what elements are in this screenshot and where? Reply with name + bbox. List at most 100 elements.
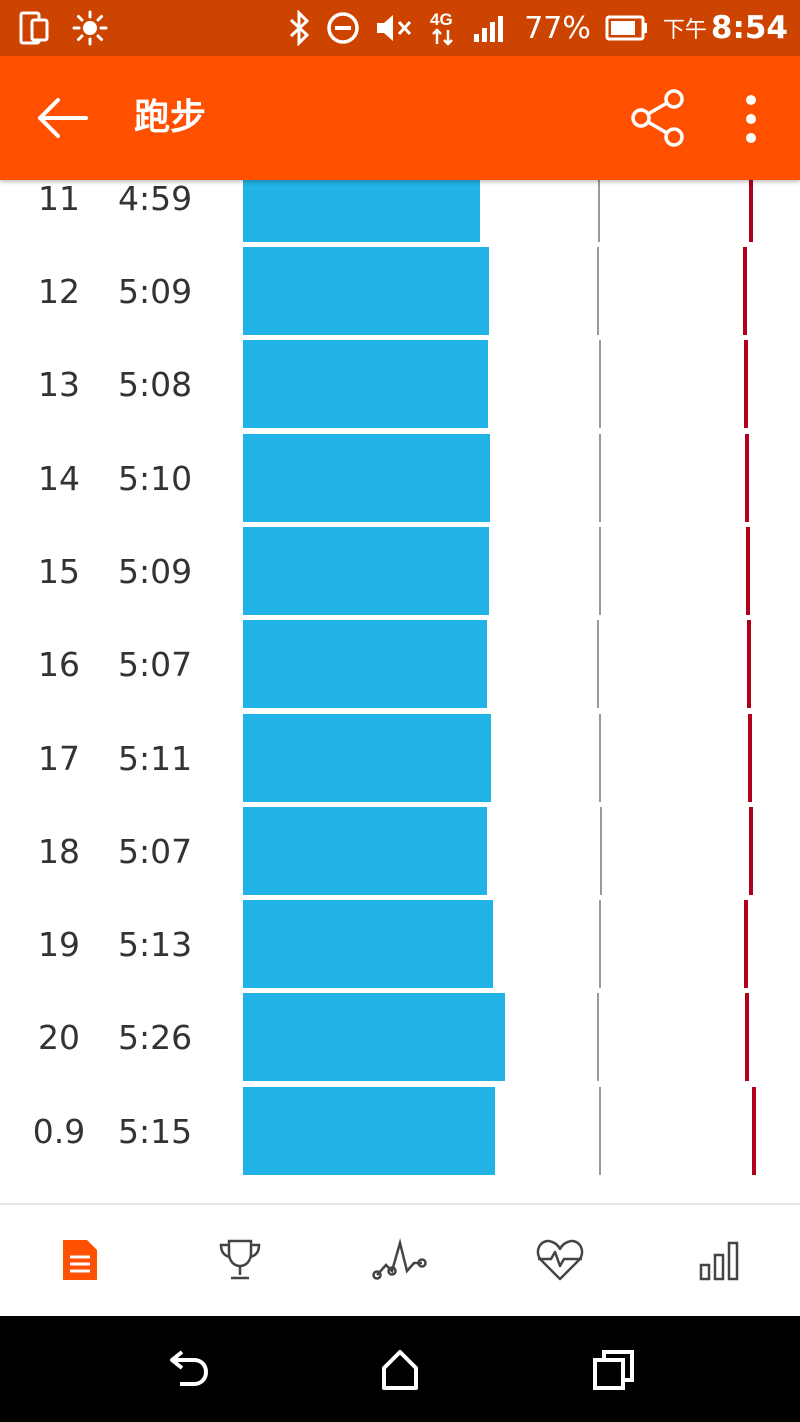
split-row: 16 5:07	[0, 620, 800, 713]
pace-bar	[243, 526, 490, 615]
reference-line	[597, 620, 599, 709]
reference-line	[597, 993, 599, 1082]
tab-achievements[interactable]	[160, 1205, 320, 1315]
split-pace: 5:09	[118, 551, 193, 591]
reference-line	[600, 806, 602, 895]
split-row: 14 5:10	[0, 433, 800, 527]
reference-line	[599, 900, 601, 989]
pace-bar	[243, 620, 488, 709]
split-distance: 11	[38, 180, 80, 218]
dnd-icon	[327, 12, 359, 44]
home-icon[interactable]	[372, 1342, 428, 1398]
split-distance: 0.9	[32, 1111, 86, 1151]
reference-line	[599, 713, 601, 802]
mute-icon	[377, 15, 412, 41]
split-row: 0.9 5:15	[0, 1086, 800, 1180]
line-chart-icon	[372, 1238, 427, 1280]
tab-chart[interactable]	[320, 1205, 480, 1315]
split-pace: 4:59	[118, 180, 193, 218]
bluetooth-icon	[290, 10, 310, 46]
split-row: 13 5:08	[0, 340, 800, 433]
split-row: 15 5:09	[0, 526, 800, 620]
split-row: 17 5:11	[0, 713, 800, 807]
heart-rate-line	[752, 1086, 756, 1175]
reference-line	[599, 526, 601, 615]
reference-line	[598, 180, 600, 242]
split-pace: 5:07	[118, 645, 193, 685]
battery-icon	[605, 15, 647, 41]
pace-bar	[243, 433, 490, 522]
split-distance: 14	[38, 458, 80, 498]
split-row: 19 5:13	[0, 900, 800, 993]
heart-rate-icon	[536, 1239, 584, 1281]
back-arrow-icon[interactable]	[34, 94, 90, 142]
pace-bar	[243, 806, 488, 895]
reference-line	[599, 1086, 601, 1175]
pace-bar	[243, 900, 493, 989]
pace-bar	[243, 247, 490, 335]
back-nav-icon[interactable]	[160, 1342, 216, 1398]
split-distance: 15	[38, 551, 80, 591]
reference-line	[597, 247, 599, 335]
more-vert-icon[interactable]	[730, 92, 772, 148]
time-prefix: 下午	[662, 18, 707, 43]
recents-icon[interactable]	[586, 1342, 642, 1398]
signal-icon	[474, 16, 504, 42]
svg-text:4G: 4G	[430, 10, 453, 29]
split-row: 12 5:09	[0, 247, 800, 340]
tab-bar	[0, 1205, 800, 1315]
split-distance: 17	[38, 738, 80, 778]
battery-percent: 77%	[524, 10, 591, 46]
split-pace: 5:13	[118, 925, 193, 965]
clock: 8:54	[710, 10, 788, 46]
split-row: 20 5:26	[0, 993, 800, 1086]
divider	[0, 1203, 800, 1205]
splits-list[interactable]: 11 4:59 12 5:09 13 5:08 14 5:10 15 5:09 16 5:07 17 5:…	[0, 180, 800, 1202]
split-distance: 12	[38, 272, 80, 311]
split-distance: 16	[38, 645, 80, 685]
heart-rate-line	[744, 340, 748, 429]
split-pace: 5:11	[118, 738, 193, 778]
heart-rate-line	[749, 806, 753, 895]
tab-summary[interactable]	[0, 1205, 160, 1315]
pace-bar	[243, 180, 480, 242]
split-pace: 5:15	[118, 1111, 193, 1151]
split-row: 18 5:07	[0, 806, 800, 900]
pace-bar	[243, 993, 505, 1082]
document-icon	[63, 1240, 97, 1280]
split-distance: 19	[38, 925, 80, 965]
reference-line	[599, 340, 601, 429]
status-bar: 4G 77% 下午 8:54	[0, 0, 800, 56]
pace-bar	[243, 713, 491, 802]
network-4g-icon: 4G	[430, 10, 454, 46]
split-pace: 5:10	[118, 458, 193, 498]
heart-rate-line	[749, 180, 753, 242]
heart-rate-line	[743, 247, 747, 335]
split-distance: 13	[38, 365, 80, 405]
dual-screen-icon	[19, 11, 49, 45]
heart-rate-line	[748, 713, 752, 802]
heart-rate-line	[745, 993, 749, 1082]
pace-bar	[243, 340, 489, 429]
reference-line	[599, 433, 601, 522]
split-pace: 5:09	[118, 272, 193, 311]
heart-rate-line	[746, 526, 750, 615]
tab-splits[interactable]	[640, 1205, 800, 1315]
heart-rate-line	[744, 900, 748, 989]
pace-bar	[243, 1086, 495, 1175]
app-bar: 跑步	[0, 56, 800, 180]
split-distance: 20	[38, 1018, 80, 1058]
split-pace: 5:07	[118, 831, 193, 871]
tab-heart-rate[interactable]	[480, 1205, 640, 1315]
heart-rate-line	[747, 620, 751, 709]
share-icon[interactable]	[628, 88, 688, 148]
brightness-icon	[72, 10, 108, 46]
nav-bar	[0, 1316, 800, 1422]
split-distance: 18	[38, 831, 80, 871]
split-row: 11 4:59	[0, 180, 800, 242]
split-pace: 5:08	[118, 365, 193, 405]
bar-chart-icon	[699, 1241, 739, 1281]
page-title: 跑步	[134, 97, 207, 138]
trophy-icon	[219, 1239, 261, 1280]
split-pace: 5:26	[118, 1018, 193, 1058]
